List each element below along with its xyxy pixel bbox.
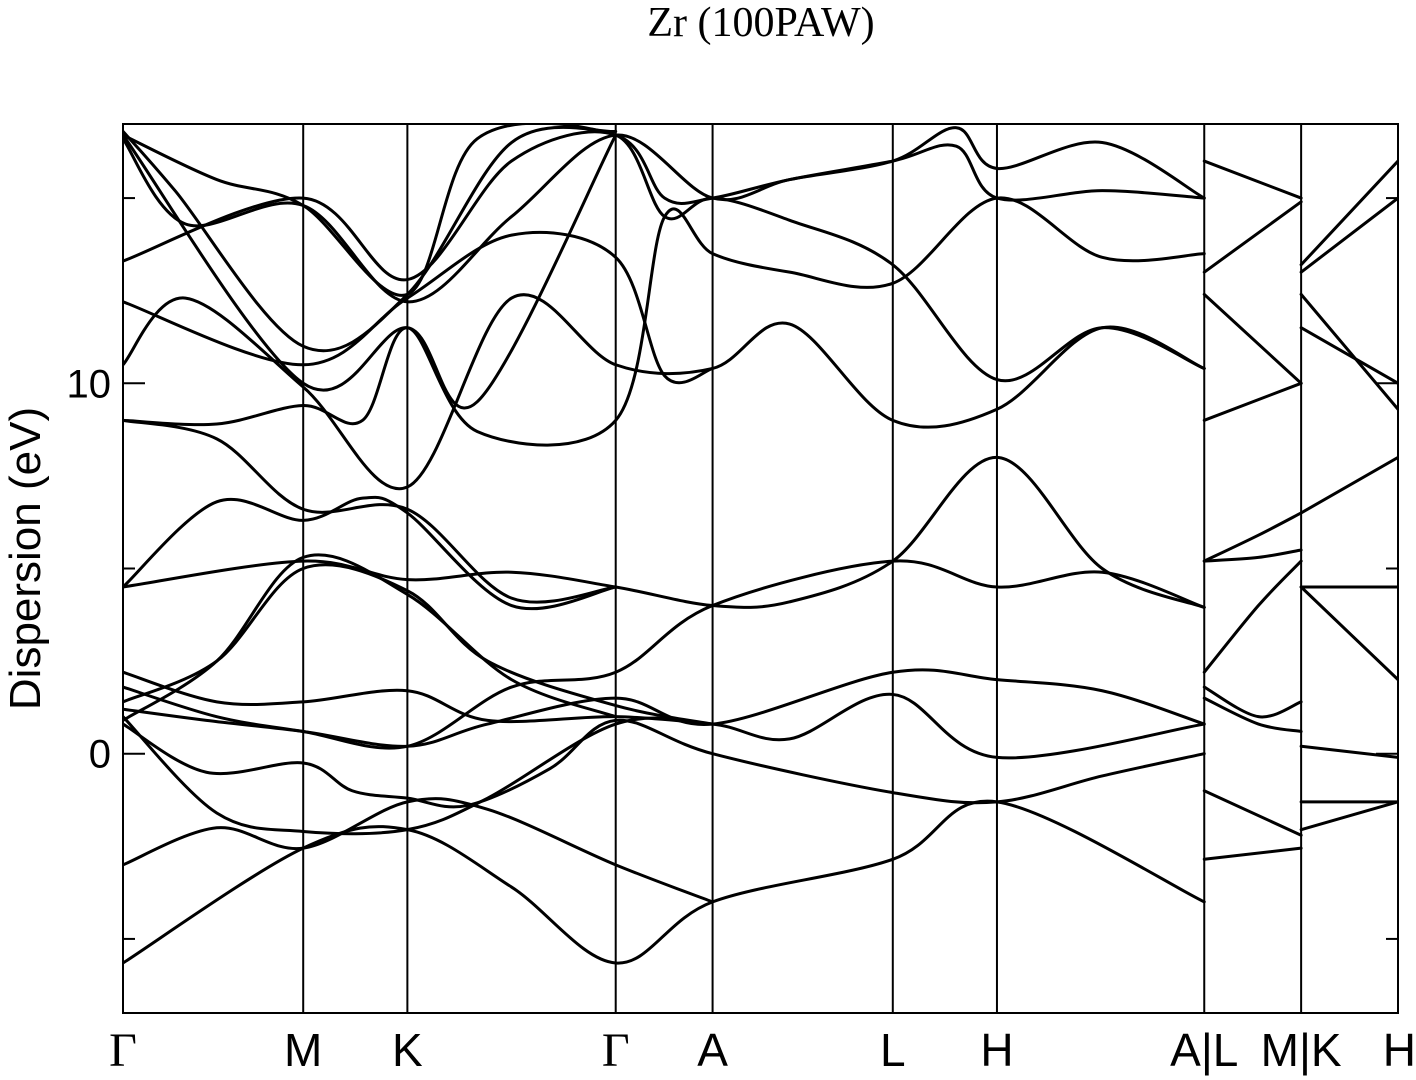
y-tick-label: 0: [89, 733, 111, 777]
band-line-10: [1299, 744, 1398, 759]
y-tick-labels: 0 10: [67, 362, 112, 776]
band-line-39: [1299, 159, 1398, 267]
y-axis-label: Dispersion (eV): [1, 407, 50, 710]
k-point-label: A: [697, 1024, 728, 1076]
k-point-label: H: [1383, 1024, 1416, 1076]
band-line-28: [1299, 326, 1398, 385]
band-line-22: [123, 495, 618, 611]
band-line-12: [1202, 685, 1303, 719]
band-line-37: [123, 124, 1206, 297]
k-point-label: L: [880, 1024, 906, 1076]
band-line-29: [123, 196, 1206, 447]
band-line-3: [1299, 800, 1398, 832]
band-line-23: [123, 418, 618, 604]
band-line-36: [1299, 196, 1398, 274]
band-line-32: [123, 230, 715, 385]
k-point-label: M: [284, 1024, 322, 1076]
k-point-label: H: [980, 1024, 1013, 1076]
k-point-label: M|K: [1261, 1024, 1342, 1076]
k-point-label: K: [392, 1024, 423, 1076]
band-line-41: [123, 133, 618, 410]
band-line-9: [1202, 696, 1303, 733]
k-point-label: A|L: [1170, 1024, 1238, 1076]
band-line-35: [1202, 200, 1303, 274]
k-point-labels: Γ M K Γ A L H A|L M|K H: [109, 1024, 1416, 1077]
band-line-30: [1202, 292, 1303, 385]
plot-frame: [122, 123, 1399, 1014]
band-line-6: [1202, 789, 1303, 837]
band-line-31: [1299, 292, 1398, 411]
band-line-5: [123, 718, 1206, 809]
k-point-label: Γ: [109, 1024, 137, 1077]
band-curves: [123, 124, 1398, 965]
band-line-21: [123, 553, 618, 722]
y-tick-label: 10: [67, 362, 112, 406]
axis-ticks: [123, 197, 1398, 940]
band-line-2: [1202, 846, 1303, 861]
band-line-33: [123, 130, 1206, 383]
band-line-27: [1202, 381, 1303, 422]
band-line-17: [1202, 559, 1303, 674]
k-point-label: Γ: [602, 1024, 630, 1077]
band-line-38: [1202, 159, 1303, 200]
band-line-24: [1202, 511, 1303, 563]
band-line-8: [123, 692, 1206, 836]
band-line-26: [123, 293, 1206, 491]
band-line-18: [123, 455, 1206, 609]
band-line-25: [1299, 455, 1398, 515]
band-line-19: [1202, 548, 1303, 563]
band-line-4: [123, 797, 715, 904]
band-line-13: [1299, 585, 1398, 682]
band-line-40: [123, 125, 618, 353]
chart-title: Zr (100PAW): [647, 0, 874, 46]
band-line-16: [123, 559, 1206, 750]
